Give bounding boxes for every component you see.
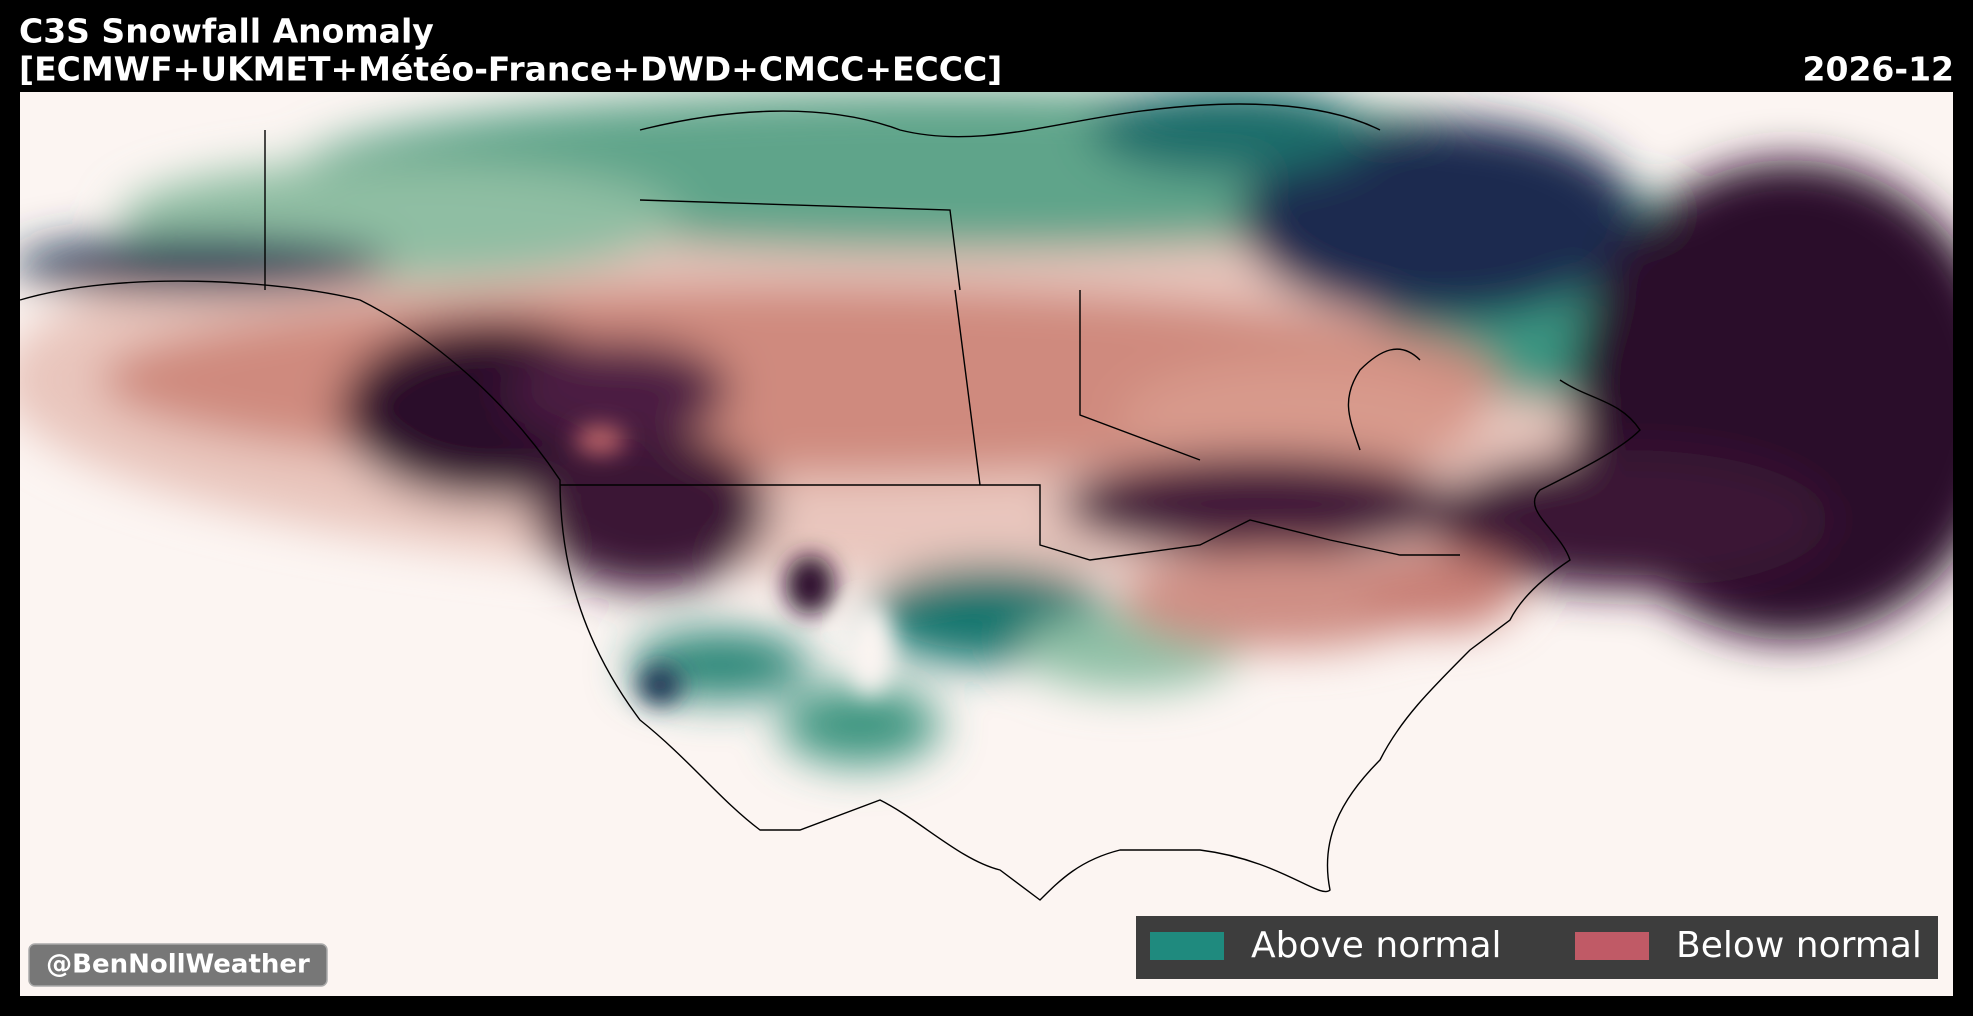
map xyxy=(19,91,1954,997)
title: C3S Snowfall Anomaly xyxy=(19,12,434,51)
watermark: @BenNollWeather xyxy=(28,943,328,987)
legend-box xyxy=(1136,916,1938,979)
watermark-box xyxy=(28,943,328,987)
boundaries xyxy=(19,103,1641,901)
anomaly-field xyxy=(19,91,1954,765)
legend: Above normal Below normal xyxy=(1136,916,1938,979)
legend-swatch xyxy=(1575,932,1649,960)
anomaly-detail xyxy=(575,426,892,705)
legend-label: Above normal xyxy=(1251,925,1502,966)
legend-label: Below normal xyxy=(1676,925,1922,966)
legend-swatch xyxy=(1150,932,1224,960)
map-frame xyxy=(18,90,1955,998)
date: 2026-12 xyxy=(1803,50,1954,89)
subtitle: [ECMWF+UKMET+Météo-France+DWD+CMCC+ECCC] xyxy=(19,50,1002,89)
watermark-text: @BenNollWeather xyxy=(46,950,310,980)
